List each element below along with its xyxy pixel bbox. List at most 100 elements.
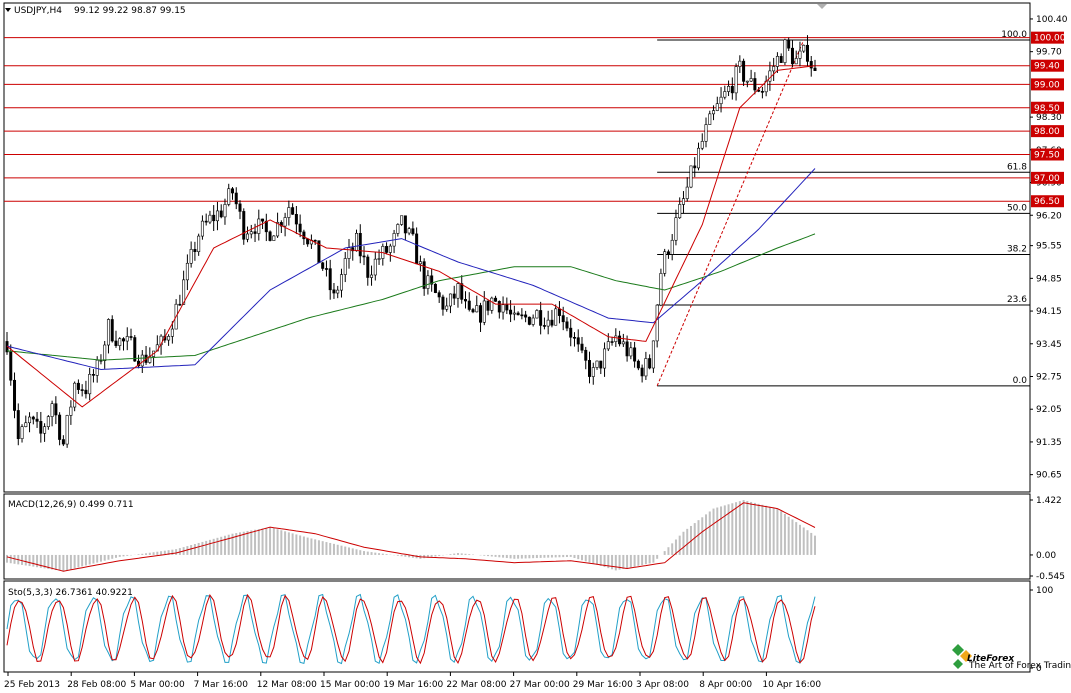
candle-55: [212, 205, 216, 231]
stoch-main-line: [6, 593, 816, 665]
candle-176: [666, 249, 670, 259]
candle-body-137: [520, 314, 524, 317]
candle-119: [452, 285, 456, 306]
candle-204: [772, 57, 776, 81]
candle-47: [182, 270, 186, 305]
candle-body-4: [20, 426, 24, 439]
candle-186: [704, 117, 708, 148]
candle-154: [584, 346, 588, 370]
price-panel[interactable]: [3, 2, 1031, 493]
candle-body-120: [456, 283, 460, 299]
candle-195: [738, 55, 742, 73]
chart-shift-marker-icon[interactable]: [817, 4, 827, 9]
candle-138: [524, 310, 528, 323]
price-level-label-bg-6: [1031, 171, 1064, 184]
time-tick-label-11: 8 Apr 00:00: [699, 680, 752, 689]
price-level-label-text-7: 96.50: [1034, 197, 1060, 207]
candle-115: [437, 290, 441, 303]
window-menu-arrow-icon[interactable]: [5, 8, 11, 12]
macd-tick-label-1: 0.00: [1036, 551, 1056, 561]
candle-body-36: [140, 354, 144, 367]
candle-137: [520, 308, 524, 320]
candle-64: [246, 226, 250, 243]
candle-197: [745, 80, 749, 88]
candle-body-145: [550, 319, 554, 326]
candle-body-78: [298, 223, 302, 233]
candle-body-9: [39, 421, 43, 434]
price-level-label-0: 100.00: [1031, 31, 1066, 44]
candle-body-121: [460, 283, 464, 300]
candle-62: [238, 200, 242, 220]
ma-fast-line: [6, 65, 816, 408]
candle-9: [39, 411, 43, 443]
candle-body-156: [591, 367, 595, 377]
candle-body-163: [618, 335, 622, 345]
candle-body-138: [524, 314, 528, 318]
candle-198: [749, 69, 753, 83]
candle-body-113: [430, 275, 434, 285]
candle-58: [223, 198, 227, 225]
stoch-tick-label-0: 100: [1036, 586, 1053, 596]
candle-13: [54, 396, 58, 425]
candle-27: [106, 318, 110, 354]
candle-3: [16, 403, 20, 446]
candle-body-18: [73, 382, 77, 408]
candle-body-182: [689, 165, 693, 188]
candle-body-11: [46, 416, 50, 427]
candle-body-130: [494, 297, 498, 302]
price-tick-label-9: 93.45: [1036, 340, 1062, 350]
price-level-label-bg-7: [1031, 195, 1064, 208]
candle-body-68: [261, 218, 265, 222]
price-tick-label-1: 99.70: [1036, 48, 1062, 58]
candle-body-57: [219, 210, 223, 218]
candle-body-136: [516, 312, 520, 316]
candle-52: [200, 215, 204, 240]
candle-169: [640, 364, 644, 383]
candle-body-118: [448, 293, 452, 307]
candle-155: [588, 351, 592, 384]
candle-142: [539, 301, 543, 335]
stochastic-panel[interactable]: [3, 580, 1031, 673]
candle-body-112: [426, 275, 430, 289]
candle-body-44: [170, 328, 174, 337]
candle-body-213: [805, 44, 809, 62]
candle-105: [400, 215, 404, 226]
price-tick-label-12: 91.35: [1036, 438, 1062, 448]
fib-label-4: 23.6: [1007, 295, 1027, 305]
candle-23: [91, 369, 95, 383]
candle-156: [591, 362, 595, 385]
candle-51: [197, 233, 201, 256]
candle-body-75: [287, 207, 291, 218]
candle-body-102: [388, 245, 392, 253]
candle-145: [550, 309, 554, 328]
price-level-label-text-5: 97.50: [1034, 150, 1060, 160]
price-level-label-4: 98.00: [1031, 125, 1064, 138]
price-level-label-text-3: 98.50: [1034, 104, 1060, 114]
candle-160: [606, 333, 610, 352]
candle-210: [794, 50, 798, 65]
candle-body-198: [749, 78, 753, 82]
candle-body-60: [230, 188, 234, 194]
candle-body-160: [606, 341, 610, 350]
candle-body-12: [50, 403, 54, 417]
candle-187: [708, 110, 712, 125]
candle-body-125: [475, 305, 479, 313]
candle-121: [460, 275, 464, 304]
candle-107: [407, 226, 411, 236]
candle-body-124: [471, 309, 475, 313]
macd-panel[interactable]: [3, 493, 1031, 580]
candle-body-59: [227, 188, 231, 205]
ohlc-values: 99.12 99.22 98.87 99.15: [74, 6, 186, 16]
candle-183: [693, 157, 697, 178]
candle-body-8: [35, 418, 39, 422]
candle-body-208: [787, 39, 791, 49]
candle-84: [321, 261, 325, 271]
time-tick-label-5: 15 Mar 00:00: [320, 680, 380, 689]
candle-85: [324, 260, 328, 277]
candle-97: [370, 265, 374, 286]
candle-body-170: [644, 358, 648, 377]
price-level-label-2: 99.00: [1031, 78, 1064, 91]
candle-body-131: [497, 301, 501, 313]
macd-tick-label-2: -0.545: [1036, 572, 1065, 582]
